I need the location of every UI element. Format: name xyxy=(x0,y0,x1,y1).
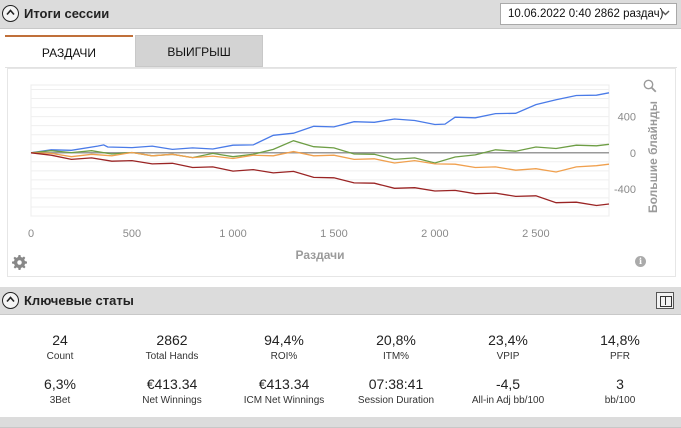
chevron-down-icon xyxy=(661,10,670,16)
stat-label: Total Hands xyxy=(145,351,199,362)
stat-value: 94,4% xyxy=(264,332,304,348)
info-icon[interactable]: i xyxy=(635,256,646,267)
next-section-header xyxy=(0,417,681,428)
session-summary-header: Итоги сессии 10.06.2022 0:40 2862 раздач… xyxy=(0,0,681,29)
stat-vpip: 23,4% VPIP xyxy=(453,332,563,362)
stat-bb100: 3 bb/100 xyxy=(565,376,675,406)
zoom-icon[interactable] xyxy=(643,79,657,93)
x-tick-label: 2 000 xyxy=(421,228,449,240)
stat-label: Net Winnings xyxy=(142,395,202,406)
session-select[interactable]: 10.06.2022 0:40 2862 раздач) xyxy=(500,3,677,25)
stat-value: 2862 xyxy=(156,332,188,348)
stat-total-hands: 2862 Total Hands xyxy=(117,332,227,362)
x-tick-label: 1 500 xyxy=(320,228,348,240)
stat-value: 07:38:41 xyxy=(368,376,424,392)
series-line-3 xyxy=(30,150,610,173)
stat-value: €413.34 xyxy=(146,376,198,392)
series-line-1 xyxy=(30,92,610,154)
session-summary-title: Итоги сессии xyxy=(24,6,110,21)
stat-label: All-in Adj bb/100 xyxy=(471,395,545,406)
stat-value: €413.34 xyxy=(258,376,310,392)
y-tick-label: 400 xyxy=(618,112,636,124)
y-tick-label: -400 xyxy=(614,184,636,196)
stat-net-winnings: €413.34 Net Winnings xyxy=(117,376,227,406)
x-tick-label: 0 xyxy=(28,228,34,240)
stat-label: ITM% xyxy=(382,351,410,362)
stat-value: 6,3% xyxy=(44,376,76,392)
gear-icon[interactable] xyxy=(12,255,27,270)
y-tick-label: 0 xyxy=(630,148,636,160)
stat-value: 20,8% xyxy=(376,332,416,348)
key-stats-header: Ключевые статы xyxy=(0,287,681,315)
stat-pfr: 14,8% PFR xyxy=(565,332,675,362)
stat-label: Count xyxy=(46,351,74,362)
stat-label: 3Bet xyxy=(49,395,71,406)
series-line-4 xyxy=(30,152,610,207)
stat-roi: 94,4% ROI% xyxy=(229,332,339,362)
stat-label: ROI% xyxy=(270,351,298,362)
stat-value: 23,4% xyxy=(488,332,528,348)
stat-itm: 20,8% ITM% xyxy=(341,332,451,362)
hands-chart: 0 500 1 000 1 500 2 000 2 500 400 0 -400 Раздачи Б… xyxy=(28,84,660,262)
stat-label: ICM Net Winnings xyxy=(243,395,325,406)
stat-label: PFR xyxy=(610,351,630,362)
stat-count: 24 Count xyxy=(5,332,115,362)
stat-icm-net-winnings: €413.34 ICM Net Winnings xyxy=(229,376,339,406)
stat-3bet: 6,3% 3Bet xyxy=(5,376,115,406)
collapse-stats-button[interactable] xyxy=(2,292,19,309)
session-select-value: 10.06.2022 0:40 2862 раздач) xyxy=(508,8,664,20)
collapse-session-button[interactable] xyxy=(2,5,19,22)
stat-session-duration: 07:38:41 Session Duration xyxy=(341,376,451,406)
stat-value: -4,5 xyxy=(495,376,521,392)
stat-allin-adj: -4,5 All-in Adj bb/100 xyxy=(453,376,563,406)
chevron-up-icon xyxy=(5,296,15,303)
stat-value: 24 xyxy=(52,332,68,348)
chart-panel: 0 500 1 000 1 500 2 000 2 500 400 0 -400 Раздачи Б… xyxy=(7,68,676,277)
tab-divider xyxy=(5,67,677,68)
stat-value: 3 xyxy=(616,376,624,392)
stat-label: bb/100 xyxy=(604,395,636,406)
key-stats-title: Ключевые статы xyxy=(24,293,134,308)
tab-hands[interactable]: РАЗДАЧИ xyxy=(5,35,133,67)
x-tick-label: 2 500 xyxy=(522,228,550,240)
layout-toggle-button[interactable] xyxy=(656,292,674,309)
stat-label: VPIP xyxy=(496,351,520,362)
x-tick-label: 500 xyxy=(123,228,141,240)
x-axis-label: Раздачи xyxy=(296,248,345,262)
tab-winnings[interactable]: ВЫИГРЫШ xyxy=(135,35,263,67)
y-axis-label: Большие блайнды xyxy=(646,101,660,213)
chevron-up-icon xyxy=(5,9,15,16)
stat-value: 14,8% xyxy=(600,332,640,348)
stat-label: Session Duration xyxy=(357,395,435,406)
x-tick-label: 1 000 xyxy=(219,228,247,240)
